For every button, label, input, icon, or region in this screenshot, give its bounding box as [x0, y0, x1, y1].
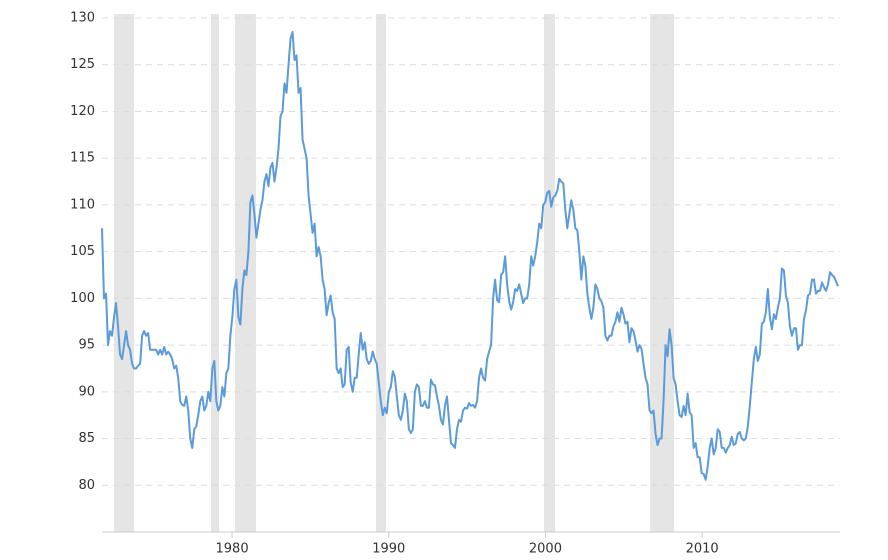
x-tick-label: 2010: [686, 542, 719, 557]
y-tick-label: 120: [70, 104, 95, 119]
y-tick-label: 105: [70, 244, 95, 259]
shaded-period: [650, 14, 675, 532]
y-tick-label: 115: [70, 151, 95, 166]
shaded-period: [211, 14, 220, 532]
x-tick-label: 2000: [529, 542, 562, 557]
shaded-period: [376, 14, 387, 532]
shaded-period: [544, 14, 555, 532]
x-tick-label: 1990: [372, 542, 405, 557]
y-tick-label: 110: [70, 197, 95, 212]
y-tick-label: 130: [70, 11, 95, 26]
y-tick-label: 95: [78, 338, 95, 353]
data-line: [101, 31, 839, 481]
y-tick-label: 80: [78, 478, 95, 493]
y-tick-label: 125: [70, 57, 95, 72]
y-tick-label: 90: [78, 384, 95, 399]
x-tick-label: 1980: [216, 542, 249, 557]
y-tick-label: 85: [78, 431, 95, 446]
y-tick-label: 100: [70, 291, 95, 306]
shaded-period: [114, 14, 135, 532]
